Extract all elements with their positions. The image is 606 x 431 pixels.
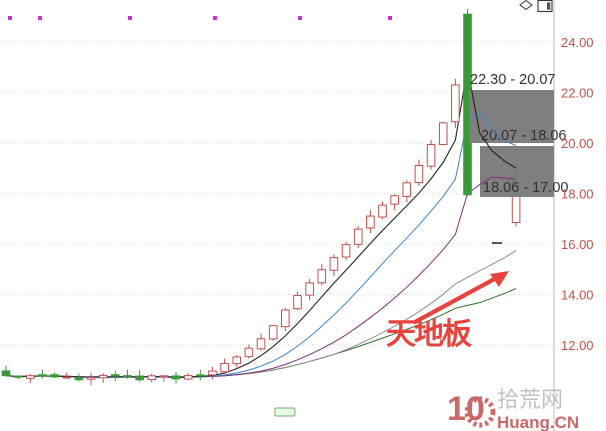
svg-text:16.00: 16.00 (561, 237, 594, 252)
svg-text:拾荒网: 拾荒网 (497, 387, 563, 412)
svg-text:14.00: 14.00 (561, 288, 594, 303)
svg-text:18.06 - 17.00: 18.06 - 17.00 (483, 180, 568, 196)
svg-text:22.30 - 20.07: 22.30 - 20.07 (470, 72, 555, 88)
svg-text:12.00: 12.00 (561, 338, 594, 353)
svg-text:Huang.CN: Huang.CN (497, 413, 579, 431)
svg-text:22.00: 22.00 (561, 86, 594, 101)
svg-text:20.00: 20.00 (561, 136, 594, 151)
svg-text:18.00: 18.00 (561, 187, 594, 202)
svg-text:24.00: 24.00 (561, 35, 594, 50)
svg-text:天地板: 天地板 (386, 318, 472, 351)
